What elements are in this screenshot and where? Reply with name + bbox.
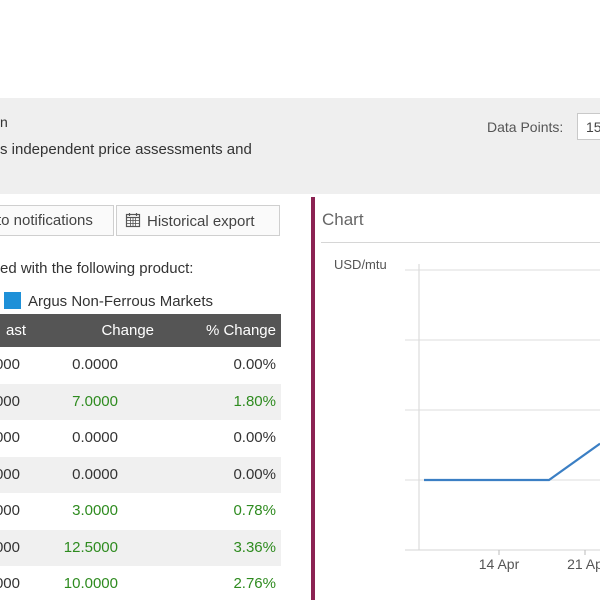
product-color-swatch	[4, 292, 21, 309]
cell-pct-change: 3.36%	[233, 538, 276, 556]
table-row[interactable]: 000 0.0000 0.00%	[0, 347, 281, 384]
column-header-last[interactable]: ast	[5, 322, 26, 339]
cell-change: 0.0000	[72, 465, 118, 483]
cell-last: 000	[0, 356, 20, 373]
table-row[interactable]: 000 12.5000 3.36%	[0, 529, 281, 566]
cell-last: 000	[0, 465, 20, 483]
column-header-pct-change[interactable]: % Change	[205, 322, 276, 339]
cell-change: 3.0000	[72, 502, 118, 519]
product-name[interactable]: Argus Non-Ferrous Markets	[28, 293, 214, 310]
cell-change: 0.0000	[72, 356, 118, 373]
price-chart[interactable]: USD/mtu 14 Apr 21 Ap	[315, 243, 600, 600]
calendar-icon	[125, 212, 141, 232]
data-points-label: Data Points:	[487, 119, 564, 135]
cell-change: 12.5000	[63, 538, 118, 556]
cell-change: 10.0000	[63, 575, 118, 592]
page-header	[0, 98, 600, 194]
cell-last: 000	[0, 502, 20, 519]
historical-export-button[interactable]: Historical export	[116, 205, 280, 236]
series-line	[424, 442, 600, 482]
page-title: n	[0, 114, 8, 130]
page-description: s independent price assessments and	[0, 141, 252, 158]
table-row[interactable]: 000 7.0000 1.80%	[0, 383, 281, 420]
data-points-input[interactable]: 15	[577, 113, 600, 140]
column-header-change[interactable]: Change	[101, 322, 154, 339]
chart-title-rule	[321, 242, 600, 243]
table-row[interactable]: 000 0.0000 0.00%	[0, 456, 281, 493]
price-table-header: ast Change % Change	[0, 314, 281, 347]
notifications-button[interactable]: to notifications	[0, 205, 114, 236]
table-row[interactable]: 000 3.0000 0.78%	[0, 493, 281, 530]
cell-pct-change: 0.00%	[233, 465, 276, 483]
cell-last: 000	[0, 575, 20, 592]
cell-change: 0.0000	[72, 429, 118, 446]
cell-last: 000	[0, 538, 20, 556]
x-tick-label: 14 Apr	[479, 556, 520, 572]
historical-export-label: Historical export	[147, 213, 255, 230]
x-tick-label: 21 Ap	[567, 556, 600, 572]
table-row[interactable]: 000 10.0000 2.76%	[0, 566, 281, 603]
cell-pct-change: 2.76%	[233, 575, 276, 592]
cell-pct-change: 0.78%	[233, 502, 276, 519]
notifications-button-label: to notifications	[0, 212, 93, 229]
cell-pct-change: 0.00%	[233, 356, 276, 373]
cell-change: 7.0000	[72, 392, 118, 410]
table-row[interactable]: 000 0.0000 0.00%	[0, 420, 281, 457]
cell-pct-change: 0.00%	[233, 429, 276, 446]
y-axis-label: USD/mtu	[334, 257, 387, 272]
cell-pct-change: 1.80%	[233, 392, 276, 410]
chart-panel-title: Chart	[322, 210, 364, 229]
cell-last: 000	[0, 392, 20, 410]
price-table-body: 000 0.0000 0.00% 000 7.0000 1.80% 000 0.…	[0, 347, 281, 603]
associated-products-text: ed with the following product:	[0, 260, 194, 277]
panel-divider	[311, 197, 315, 600]
cell-last: 000	[0, 429, 20, 446]
